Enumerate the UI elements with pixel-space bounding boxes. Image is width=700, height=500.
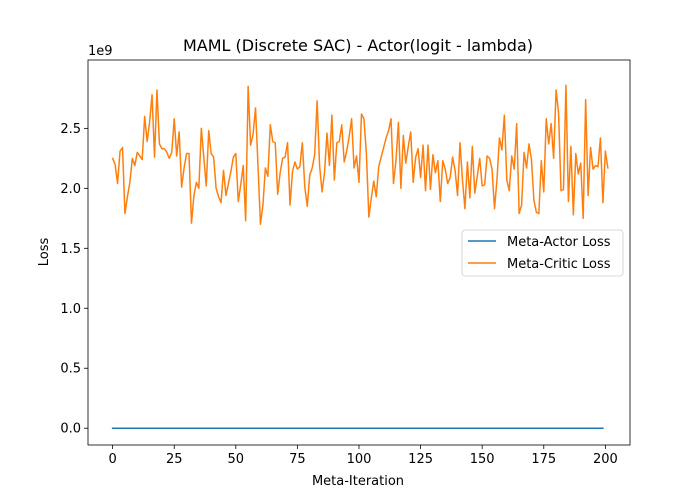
- legend-label-meta-actor: Meta-Actor Loss: [507, 235, 611, 250]
- y-axis-ticks: 0.0 0.5 1.0 1.5 2.0 2.5: [60, 122, 88, 437]
- x-axis-label: Meta-Iteration: [312, 474, 404, 489]
- x-tick-label: 100: [347, 452, 372, 467]
- y-tick-label: 0.0: [60, 422, 81, 437]
- legend: Meta-Actor Loss Meta-Critic Loss: [461, 229, 624, 277]
- x-tick-label: 175: [531, 452, 556, 467]
- x-axis-ticks: 0 25 50 75 100 125 150 175 200: [108, 445, 618, 467]
- x-tick-label: 200: [593, 452, 618, 467]
- y-tick-label: 0.5: [60, 362, 81, 377]
- x-tick-label: 125: [408, 452, 433, 467]
- x-tick-label: 75: [289, 452, 306, 467]
- y-axis-label: Loss: [37, 238, 52, 267]
- y-tick-label: 2.0: [60, 182, 81, 197]
- legend-box: [461, 229, 624, 277]
- y-tick-label: 1.5: [60, 242, 81, 257]
- y-offset-label: 1e9: [88, 44, 113, 59]
- y-tick-label: 2.5: [60, 122, 81, 137]
- x-tick-label: 150: [470, 452, 495, 467]
- series-lines: [111, 84, 609, 429]
- legend-label-meta-critic: Meta-Critic Loss: [507, 257, 611, 272]
- x-tick-label: 25: [166, 452, 183, 467]
- x-tick-label: 0: [108, 452, 116, 467]
- chart-title: MAML (Discrete SAC) - Actor(logit - lamb…: [183, 36, 533, 55]
- x-tick-label: 50: [228, 452, 245, 467]
- series-line-meta-critic-loss: [111, 84, 609, 226]
- y-tick-label: 1.0: [60, 302, 81, 317]
